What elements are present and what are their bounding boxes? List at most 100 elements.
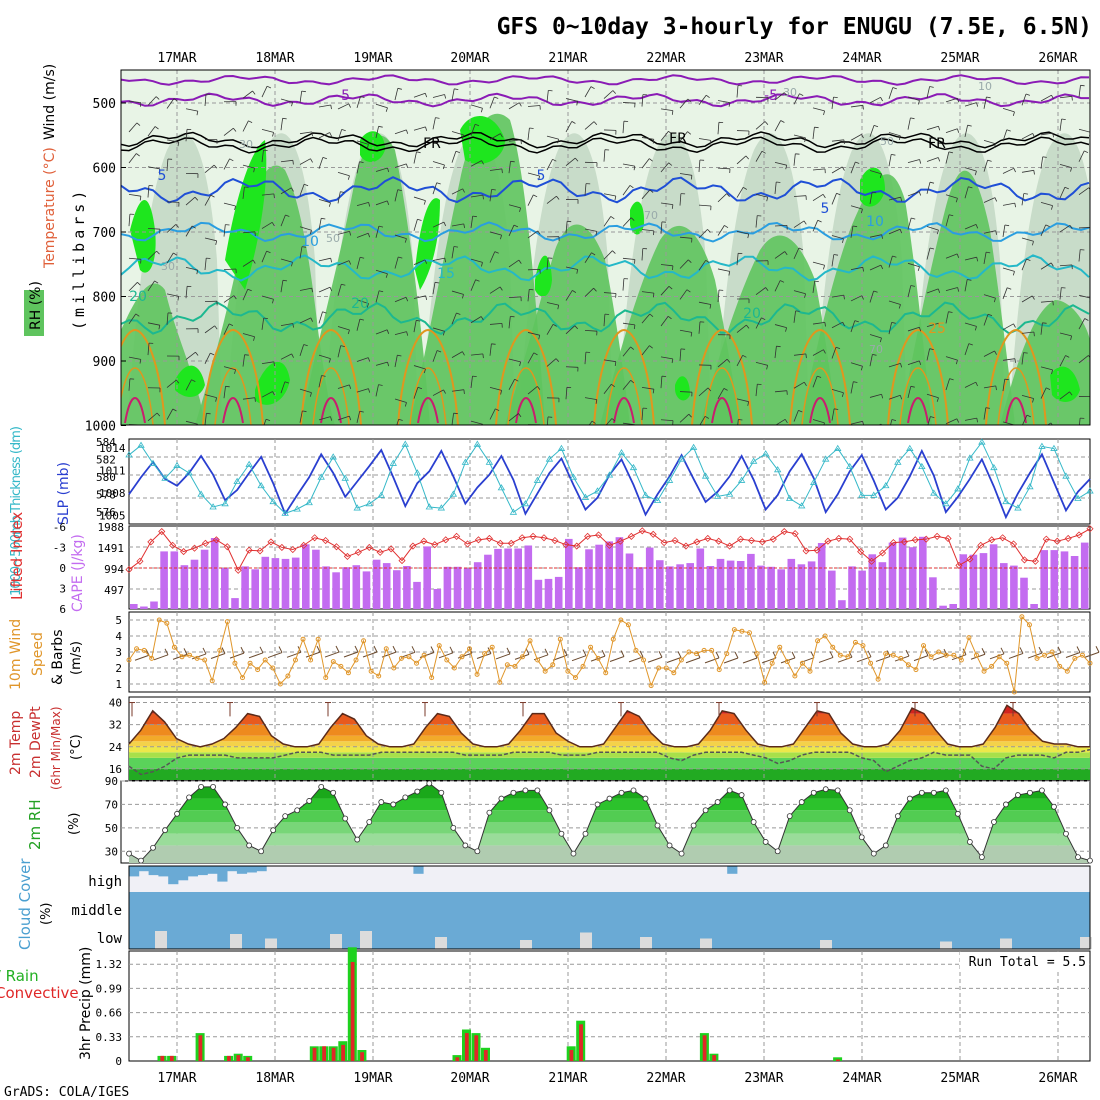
wind-barb-flag — [804, 293, 806, 298]
wind-barb — [527, 386, 538, 395]
wind-barb — [508, 139, 521, 142]
wind-barb-flag — [776, 345, 781, 348]
contour-label: -5 — [764, 88, 778, 104]
cape-bar — [473, 562, 482, 609]
rh2m-marker — [330, 789, 337, 796]
wind-barb-flag — [500, 390, 502, 395]
wind10m-barb — [894, 655, 910, 662]
wind-barb — [869, 170, 882, 175]
temp2m-label-b: 2m DewPt — [28, 706, 44, 778]
wind10m-barb-flag — [373, 645, 378, 653]
wind-barb — [831, 235, 844, 240]
wind10m-marker — [141, 647, 147, 653]
wind10m-marker — [716, 667, 722, 673]
wind-barb — [299, 158, 311, 165]
wind-barb-flag — [538, 175, 540, 181]
wind-barb — [812, 220, 819, 232]
wind10m-marker — [542, 668, 548, 674]
contour-25 — [985, 328, 1047, 425]
rh2m-marker — [270, 827, 277, 834]
pressure-tick-label: 500 — [93, 97, 116, 112]
wind-barb-flag — [746, 324, 750, 329]
rh2m-marker — [918, 789, 925, 796]
wind-barb-flag — [301, 90, 306, 93]
wind10m-barb — [191, 653, 207, 660]
wind-barb-flag — [765, 287, 769, 292]
wind-barb — [185, 379, 192, 391]
thickness-marker — [713, 492, 722, 499]
wind-barb — [204, 194, 212, 206]
wind-barb — [983, 350, 995, 357]
thickness-marker — [317, 473, 325, 480]
slp-tick-label: 1014 — [99, 442, 126, 455]
wind-barb-flag — [780, 280, 785, 283]
wind-barb-flag — [705, 94, 710, 99]
rh-band — [129, 810, 1090, 822]
wind-barb — [774, 92, 785, 101]
wind-barb-flag — [491, 189, 496, 191]
rh-band — [129, 845, 1090, 863]
wind-barb — [1059, 187, 1066, 199]
wind-barb-flag — [872, 191, 877, 194]
wind-barb — [166, 139, 179, 143]
wind-barb — [546, 416, 549, 425]
wind-barb-flag — [518, 413, 522, 418]
wind-barb — [489, 323, 503, 325]
wind-barb — [508, 259, 520, 268]
upper-gridlines — [121, 70, 1090, 425]
wind10m-label-c: & Barbs — [50, 630, 66, 686]
wind-barb-flag — [1032, 241, 1034, 246]
cloud-high-bar — [148, 866, 159, 876]
wind10m-marker — [973, 652, 979, 658]
wind10m-marker — [224, 619, 230, 625]
cape-bar — [1000, 563, 1008, 609]
contour-30 — [124, 396, 146, 424]
wind-barb-flag — [158, 325, 161, 330]
precip-conv-bar — [322, 1046, 326, 1061]
wind-barb — [622, 380, 632, 390]
wind-barb-flag — [533, 194, 538, 198]
cloud-high-bar — [129, 866, 140, 877]
rh2m-marker — [1003, 801, 1009, 808]
wind10m-barb-flag — [943, 648, 948, 656]
li-marker — [1020, 556, 1029, 564]
wind-barb — [850, 266, 863, 270]
contour-25 — [789, 328, 851, 425]
wind-barb-flag — [949, 378, 954, 381]
wind-barb-flag — [233, 127, 237, 132]
rh2m-marker — [498, 795, 505, 802]
wind-barb-flag — [747, 233, 750, 239]
wind-barb — [1021, 258, 1027, 271]
wind-barb — [185, 196, 196, 206]
wind-barb-flag — [500, 234, 502, 240]
cape-bar — [302, 544, 310, 609]
date-label-bottom: 24MAR — [842, 1071, 881, 1086]
precip-conv-bar — [702, 1035, 707, 1061]
wind-barb-flag — [137, 282, 141, 286]
wind-barb — [280, 159, 293, 163]
wind-barb-flag — [215, 240, 218, 245]
wind10m-marker — [1049, 649, 1055, 655]
wind-barb — [356, 411, 361, 423]
wind-barb-flag — [795, 310, 800, 312]
cape-bar — [160, 551, 168, 609]
pressure-tick-label: 900 — [93, 355, 116, 370]
wind-barb-flag — [936, 229, 939, 235]
thickness-marker — [797, 502, 806, 509]
wind-barb — [261, 250, 267, 263]
wind-barb — [812, 349, 824, 356]
rh2m-marker — [702, 807, 709, 814]
cape-bar — [656, 560, 664, 609]
wind-barb — [926, 125, 939, 131]
wind-barb — [622, 257, 635, 260]
wind-barb-flag — [687, 98, 692, 103]
wind-barb — [945, 128, 958, 133]
wind-barb-flag — [1046, 387, 1051, 390]
wind-barb-flag — [536, 386, 541, 390]
wind10m-marker — [694, 651, 700, 657]
cloud-high-bar — [413, 866, 424, 874]
wind10m-marker — [194, 655, 200, 661]
contour-30 — [515, 396, 537, 424]
wind-barb-flag — [1071, 96, 1073, 101]
precip-tick-label: 0.33 — [96, 1031, 123, 1044]
